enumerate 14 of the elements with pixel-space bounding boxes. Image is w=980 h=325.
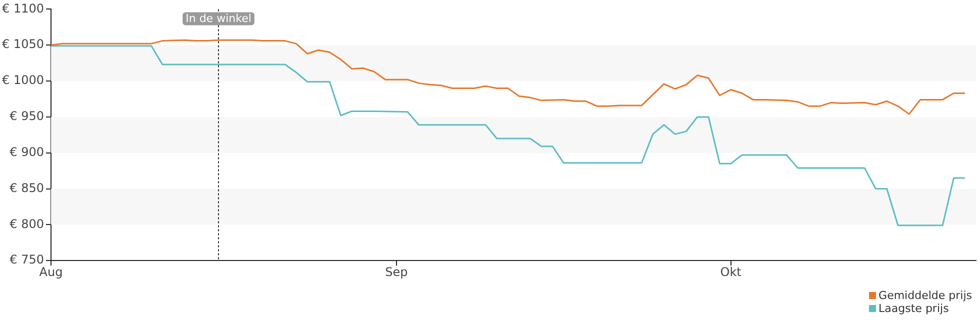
ref-line-label: In de winkel <box>186 12 252 26</box>
x-tick-label: Sep <box>385 264 408 279</box>
x-tick-label: Aug <box>39 264 63 279</box>
y-tick-label: € 750 <box>10 252 44 267</box>
y-tick-label: € 850 <box>10 180 44 195</box>
y-tick-label: € 1050 <box>2 37 44 52</box>
legend-label: Laagste prijs <box>878 302 949 315</box>
y-tick-label: € 1100 <box>2 1 44 16</box>
y-tick-label: € 1000 <box>2 73 44 88</box>
y-tick-label: € 950 <box>10 109 44 124</box>
legend-label: Gemiddelde prijs <box>878 289 972 302</box>
x-tick-label: Okt <box>720 264 742 279</box>
y-tick-label: € 900 <box>10 144 44 159</box>
y-tick-label: € 800 <box>10 216 44 231</box>
